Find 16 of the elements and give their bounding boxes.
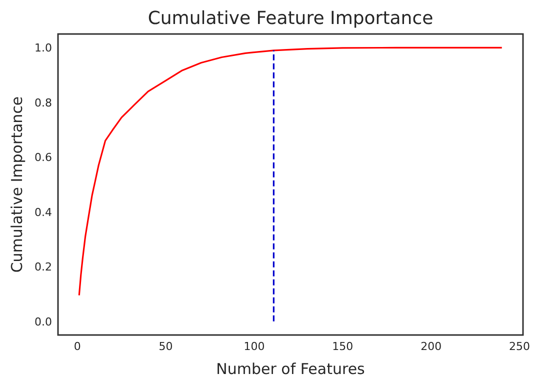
x-tick-label: 250 [509, 340, 530, 353]
y-tick-label: 0.4 [34, 206, 52, 219]
y-tick-label: 0.6 [34, 151, 52, 164]
chart-title: Cumulative Feature Importance [148, 8, 434, 29]
x-tick-label: 0 [74, 340, 81, 353]
y-tick-label: 1.0 [34, 42, 52, 55]
x-tick-label: 150 [332, 340, 354, 353]
y-tick-label: 0.0 [34, 315, 52, 328]
y-axis-title: Cumulative Importance [8, 96, 26, 273]
x-axis-title: Number of Features [216, 360, 366, 378]
line-series [78, 46, 503, 296]
x-tick-label: 50 [158, 340, 173, 353]
y-tick-label: 0.8 [34, 96, 52, 110]
x-tick-label: 200 [420, 340, 442, 353]
x-tick-label: 100 [244, 340, 265, 353]
y-tick-label: 0.2 [34, 260, 52, 274]
